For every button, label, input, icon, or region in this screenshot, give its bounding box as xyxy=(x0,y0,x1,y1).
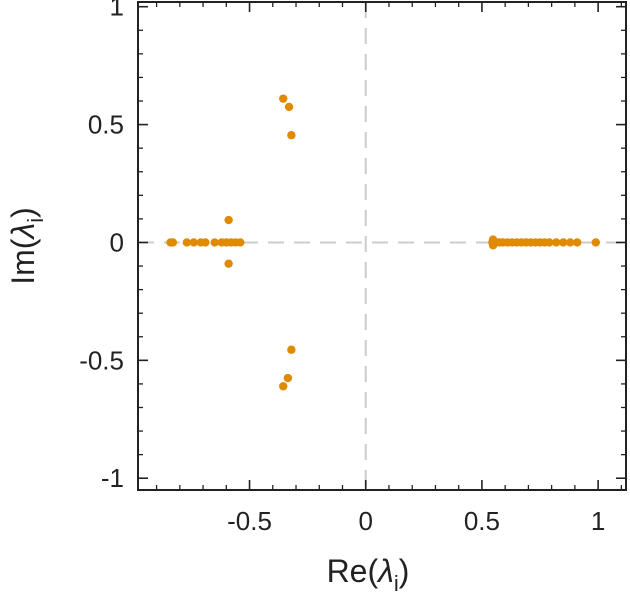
x-tick-label: 0.5 xyxy=(464,506,500,536)
data-point xyxy=(210,238,219,247)
data-point xyxy=(283,373,293,383)
data-point xyxy=(189,238,198,247)
x-tick-label: 0 xyxy=(358,506,372,536)
x-tick-labels: -0.5 0 0.5 1 xyxy=(227,506,605,536)
y-tick-label: 1 xyxy=(110,0,124,22)
plot-frame xyxy=(137,1,627,491)
data-point xyxy=(552,238,561,247)
data-point xyxy=(224,215,233,225)
data-points xyxy=(166,94,600,391)
x-axis-title: Re(λi) xyxy=(327,553,410,596)
y-tick-label: 0.5 xyxy=(88,110,124,140)
y-tick-labels: -1 -0.5 0 0.5 1 xyxy=(79,0,124,493)
data-point xyxy=(287,345,296,354)
axis-ticks xyxy=(138,2,626,490)
data-point xyxy=(566,238,575,247)
data-point xyxy=(488,241,498,250)
data-point xyxy=(236,238,245,247)
data-point xyxy=(287,130,296,140)
data-point xyxy=(279,382,288,391)
data-point xyxy=(201,238,210,247)
x-tick-label: 1 xyxy=(591,506,605,536)
y-tick-label: 0 xyxy=(110,227,124,257)
data-point xyxy=(168,238,178,247)
data-point xyxy=(545,238,554,247)
data-point xyxy=(559,238,568,247)
x-tick-label: -0.5 xyxy=(227,506,272,536)
data-point xyxy=(284,102,294,112)
data-point xyxy=(591,238,600,247)
data-point xyxy=(182,238,191,247)
y-tick-label: -1 xyxy=(101,463,124,493)
y-axis-title: Im(λi) xyxy=(5,207,48,285)
data-point xyxy=(279,94,288,103)
data-point xyxy=(573,238,582,247)
y-tick-label: -0.5 xyxy=(79,345,124,375)
data-point xyxy=(224,259,233,268)
